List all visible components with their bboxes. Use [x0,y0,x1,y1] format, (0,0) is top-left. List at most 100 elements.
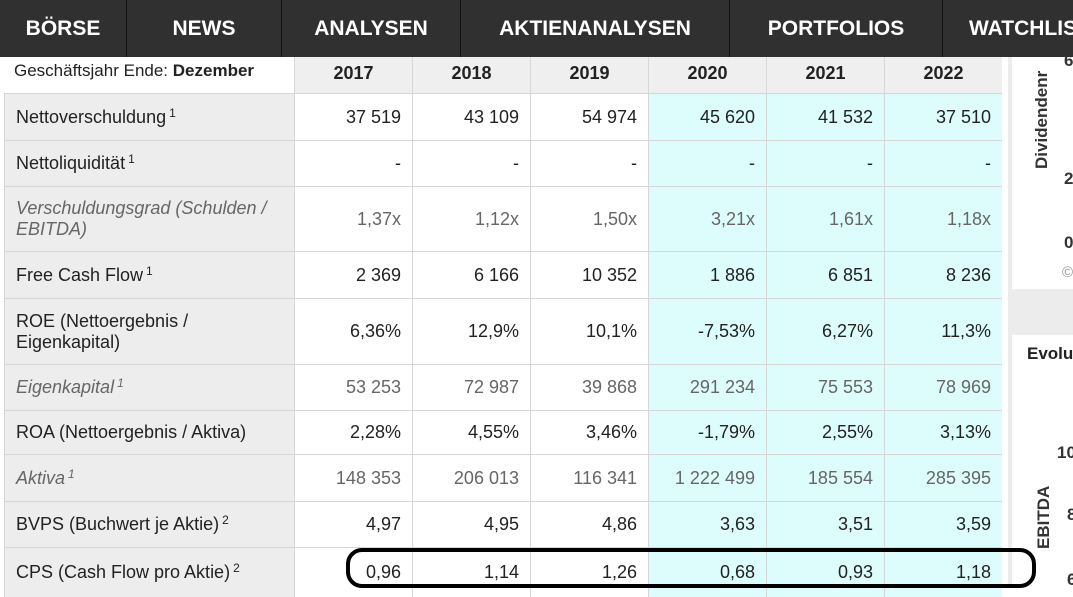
table-cell: 148 353 [294,455,412,501]
row-label: Eigenkapital 1 [4,365,294,410]
table-cell: 78 969 [884,365,1002,410]
row-label-text: CPS (Cash Flow pro Aktie) [16,562,231,582]
table-cell: 45 620 [648,94,766,140]
table-cell: 2 369 [294,252,412,298]
row-label: Nettoliquidität 1 [4,141,294,186]
table-cell: - [412,141,530,186]
row-label-text: Free Cash Flow [16,264,144,285]
ebitda-chart-widget: Evolu 10 8 6 EBITDA [1012,335,1073,585]
table-cell: - [648,141,766,186]
chart-axis-label: Dividendenr [1032,70,1051,169]
footnote-marker: 2 [222,513,229,527]
table-cell: 1,18x [884,187,1002,251]
table-cell: - [884,141,1002,186]
table-cell: 54 974 [530,94,648,140]
table-cell: - [530,141,648,186]
table-cell: 37 510 [884,94,1002,140]
table-cell: 3,13% [884,411,1002,454]
dividend-chart-widget: Dividendenr 6 2 0 © [1012,57,1073,289]
row-label-text: ROA (Nettoergebnis / Aktiva) [16,422,247,442]
axis-tick: 6 [1067,570,1073,585]
footnote-marker: 1 [169,105,176,120]
table-cell: 11,3% [884,299,1002,364]
table-cell: 3,51 [766,502,884,547]
row-label: BVPS (Buchwert je Aktie) 2 [4,502,294,547]
table-cell: 43 109 [412,94,530,140]
nav-item-aktienanalysen[interactable]: AKTIENANALYSEN [461,0,730,57]
table-cell: 206 013 [412,455,530,501]
table-cell: 6 166 [412,252,530,298]
table-cell: 39 868 [530,365,648,410]
year-header: 2019 [530,57,648,93]
table-cell: 4,86 [530,502,648,547]
row-label-text: Aktiva [16,467,66,488]
axis-tick: 10 [1057,443,1073,462]
footnote-marker: 1 [146,263,153,278]
nav-item-analysen[interactable]: ANALYSEN [282,0,461,57]
table-row: Nettoverschuldung 1 37 519 43 109 54 974 45 6… [4,93,1002,140]
row-label-text: ROE (Nettoergebnis / Eigenkapital) [16,310,189,352]
table-cell: 1,50x [530,187,648,251]
top-nav: BÖRSE NEWS ANALYSEN AKTIENANALYSEN PORTF… [0,0,1073,57]
row-label: Aktiva 1 [4,455,294,501]
table-cell: 2,55% [766,411,884,454]
table-row: Free Cash Flow 1 2 369 6 166 10 352 1 886 6 85… [4,251,1002,298]
table-row: Aktiva 1 148 353 206 013 116 341 1 222 499 185… [4,454,1002,501]
table-cell: 2,28% [294,411,412,454]
table-cell: 285 395 [884,455,1002,501]
axis-tick: 6 [1064,57,1073,70]
row-label-text: Verschuldungsgrad (Schulden / EBITDA) [16,198,267,239]
chart-title: Evolu [1027,344,1073,363]
table-cell: 0,96 [294,548,412,597]
table-cell: 12,9% [412,299,530,364]
row-label-text: Eigenkapital [16,377,115,397]
table-cell: 6,27% [766,299,884,364]
table-row: Eigenkapital 1 53 253 72 987 39 868 291 234 75… [4,364,1002,410]
footnote-marker: 1 [68,466,75,481]
table-cell: 1,26 [530,548,648,597]
axis-tick: 2 [1064,169,1073,188]
fiscal-year-value: Dezember [172,61,255,80]
table-cell: 291 234 [648,365,766,410]
table-cell: 4,55% [412,411,530,454]
table-cell: 1,14 [412,548,530,597]
table-cell: 1,12x [412,187,530,251]
table-cell: 1 222 499 [648,455,766,501]
row-label-text: Nettoverschuldung [16,106,167,127]
row-label: Free Cash Flow 1 [4,252,294,298]
nav-item-boerse[interactable]: BÖRSE [0,0,127,57]
nav-item-news[interactable]: NEWS [127,0,282,57]
year-header: 2017 [294,57,412,93]
table-cell: 8 236 [884,252,1002,298]
right-panel: Dividendenr 6 2 0 © Evolu 10 8 6 EBITDA [1008,57,1073,585]
table-row: Verschuldungsgrad (Schulden / EBITDA) 1,3… [4,186,1002,251]
row-label: Nettoverschuldung 1 [4,94,294,140]
nav-item-portfolios[interactable]: PORTFOLIOS [730,0,943,57]
row-label: Verschuldungsgrad (Schulden / EBITDA) [4,187,294,251]
row-label-text: BVPS (Buchwert je Aktie) [16,514,220,534]
table-cell: 3,63 [648,502,766,547]
table-cell: - [294,141,412,186]
table-row: Nettoliquidität 1- - - - - - [4,140,1002,186]
table-cell: 10 352 [530,252,648,298]
year-header: 2020 [648,57,766,93]
table-cell: 72 987 [412,365,530,410]
table-cell: 3,46% [530,411,648,454]
nav-item-watchlist[interactable]: WATCHLIS [969,17,1073,40]
table-cell: 6 851 [766,252,884,298]
year-header: 2021 [766,57,884,93]
table-cell: 6,36% [294,299,412,364]
footnote-marker: 1 [128,152,135,166]
table-cell: 185 554 [766,455,884,501]
row-label-text: Nettoliquidität [16,153,126,173]
table-cell: -1,79% [648,411,766,454]
fiscal-year-label: Geschäftsjahr Ende: Dezember [4,57,294,93]
row-label: ROA (Nettoergebnis / Aktiva) [4,411,294,454]
table-cell: 53 253 [294,365,412,410]
table-cell: 3,59 [884,502,1002,547]
table-cell: 1 886 [648,252,766,298]
table-cell: -7,53% [648,299,766,364]
table-row: ROE (Nettoergebnis / Eigenkapital) 6,36% 1… [4,298,1002,364]
table-cell: 75 553 [766,365,884,410]
table-cell: - [766,141,884,186]
